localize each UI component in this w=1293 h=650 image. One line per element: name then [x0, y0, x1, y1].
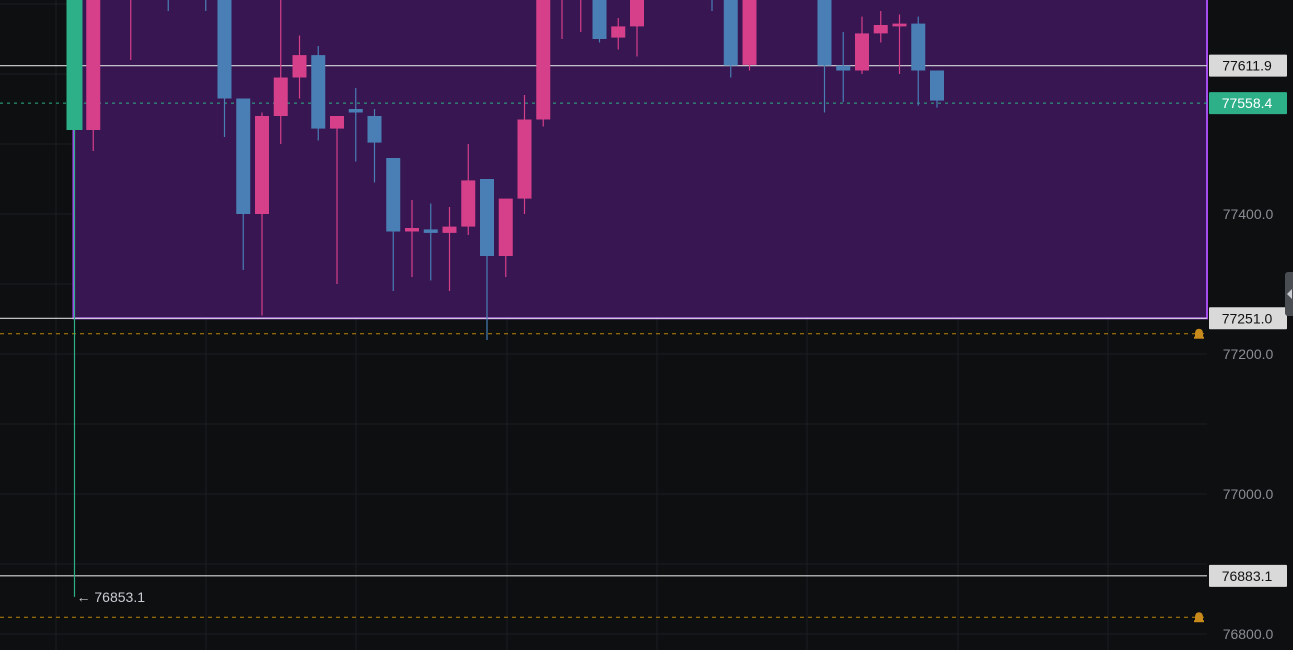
price-axis[interactable]: 78600.078000.077400.077200.077000.076800…: [1223, 0, 1274, 642]
candle-body: [723, 0, 738, 66]
candle-body: [273, 77, 288, 116]
candle-body: [480, 179, 494, 256]
price-axis-tags: 78421.178187.477811.777611.977251.076883…: [1209, 54, 1287, 587]
candle: [517, 95, 532, 214]
candle: [892, 14, 907, 74]
price-line-tag-label: 77611.9: [1222, 58, 1272, 74]
alert-bell-icon[interactable]: [1194, 612, 1204, 623]
price-line-tag-label: 76883.1: [1222, 568, 1273, 584]
candle: [855, 16, 869, 74]
candle: [330, 116, 344, 284]
candle-body: [292, 55, 307, 78]
candle: [723, 0, 738, 78]
candle: [742, 0, 757, 71]
candle-body: [911, 23, 926, 71]
price-axis-tick-label: 77200.0: [1223, 346, 1274, 362]
candle-body: [517, 119, 532, 199]
price-axis-tick-label: 76800.0: [1223, 626, 1274, 642]
candle: [817, 0, 832, 113]
candle: [461, 144, 476, 235]
candle: [348, 88, 363, 162]
price-line-tag: 76883.1: [1209, 564, 1287, 587]
bell-body: [1195, 328, 1203, 338]
candle-body: [330, 116, 344, 129]
candle-body: [742, 0, 757, 65]
candle: [930, 70, 944, 108]
price-axis-tick-label: 77400.0: [1223, 206, 1274, 222]
candle-body: [836, 65, 851, 71]
price-line-tag-label: 77251.0: [1222, 310, 1273, 326]
candle-body: [630, 0, 644, 27]
current-price-tag-label: 77558.4: [1222, 95, 1273, 111]
candle-body: [86, 0, 101, 130]
candle: [911, 16, 926, 106]
alert-lines: [0, 333, 1207, 618]
candle-body: [536, 0, 551, 120]
candle: [311, 46, 326, 141]
candle-body: [367, 116, 382, 143]
candle: [66, 0, 83, 597]
candle-body: [817, 0, 832, 66]
collapse-panel-handle[interactable]: [1285, 272, 1293, 316]
candle: [130, 0, 132, 60]
candle: [711, 0, 713, 11]
candle-body: [611, 26, 626, 38]
candle: [836, 32, 851, 102]
candle: [498, 198, 513, 277]
candle-body: [217, 0, 232, 99]
bell-body: [1195, 612, 1203, 622]
price-axis-tick-label: 77000.0: [1223, 486, 1274, 502]
candle-body: [348, 109, 363, 113]
candle-body: [66, 0, 83, 130]
candle-body: [405, 228, 419, 232]
candle: [367, 109, 382, 183]
candle: [273, 0, 288, 144]
candle-body: [892, 23, 907, 27]
price-line-tag: 77251.0: [1209, 307, 1287, 330]
candle-body: [311, 55, 326, 129]
candle-body: [255, 116, 269, 214]
price-line-tag-background: [1209, 54, 1287, 77]
candle: [873, 11, 888, 43]
candle: [255, 112, 269, 316]
candle-body: [498, 198, 513, 256]
candle-body: [873, 25, 888, 34]
candle: [536, 0, 551, 127]
current-price-tag: 77558.4: [1209, 92, 1287, 115]
candle: [592, 0, 607, 43]
candle-body: [930, 70, 944, 101]
price-line-tag-background: [1209, 307, 1287, 330]
bell-rim: [1194, 620, 1204, 623]
horizontal-price-lines[interactable]: [0, 0, 1207, 577]
bell-rim: [1194, 336, 1204, 339]
candle-body: [442, 226, 457, 233]
candle: [386, 158, 401, 291]
candle: [611, 18, 626, 50]
candle: [630, 0, 644, 57]
candle-body: [461, 180, 476, 227]
candle-body: [423, 229, 438, 233]
candle: [423, 203, 438, 281]
price-line-tag: 77611.9: [1209, 54, 1287, 77]
candle: [86, 0, 101, 151]
candle: [580, 0, 582, 32]
candle-body: [592, 0, 607, 39]
candle-body: [236, 98, 251, 214]
low-price-marker: ← 76853.1: [77, 589, 146, 605]
candle: [442, 207, 457, 291]
candle: [561, 0, 563, 39]
alert-bell-icon[interactable]: [1194, 328, 1204, 339]
candle: [236, 98, 251, 270]
candle: [405, 200, 419, 277]
candle-body: [855, 33, 869, 71]
candle: [217, 0, 232, 137]
current-price-tag-background: [1209, 92, 1287, 115]
price-line-tag-background: [1209, 564, 1287, 587]
candle: [480, 179, 494, 340]
candle-body: [386, 158, 401, 232]
alert-bell-icons[interactable]: [1194, 0, 1204, 623]
candles-group: [66, 0, 944, 597]
candle: [292, 35, 307, 99]
